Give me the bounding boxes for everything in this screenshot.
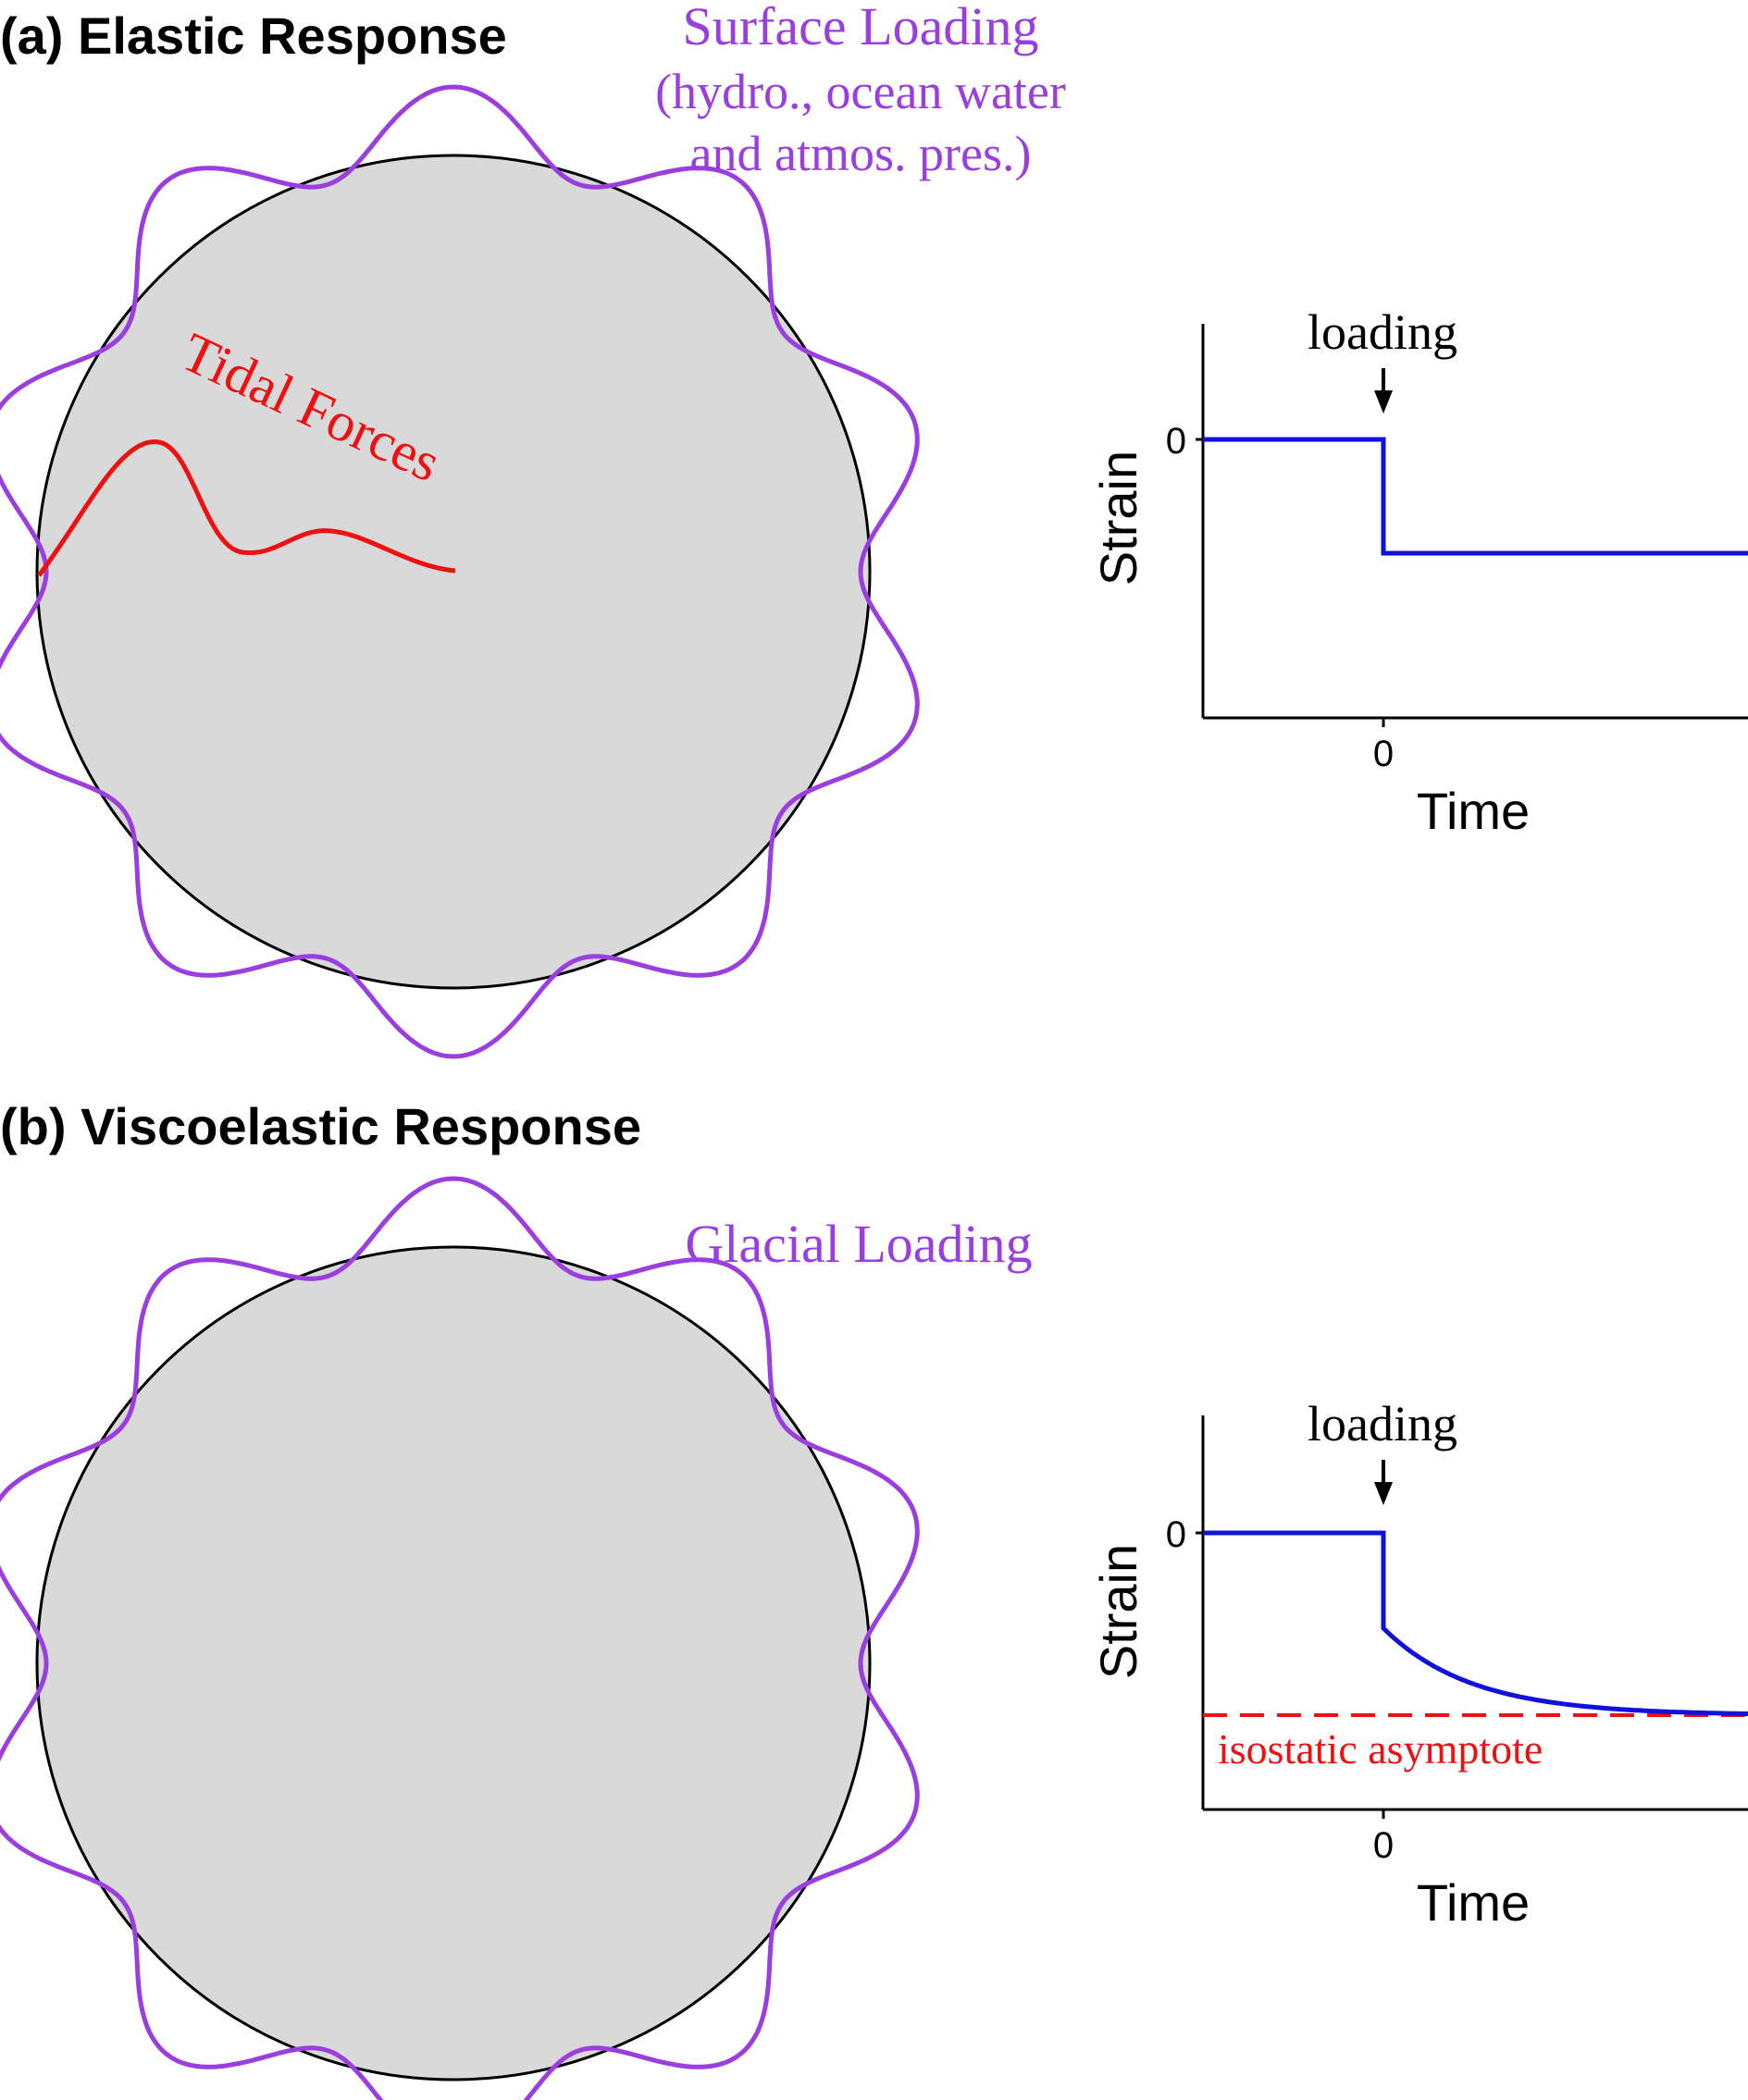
tidal-forces-curve [37,439,456,577]
graph-a-x-tick-0: 0 [1373,734,1394,774]
graph-b-strain-curve [1203,1530,1748,1716]
panel-a-title: (a) Elastic Response [0,6,507,65]
graph-a-y-label: Strain [1089,451,1147,586]
graph-b-x-label: Time [1417,1873,1530,1932]
glacial-loading-label: Glacial Loading [685,1214,1032,1274]
graph-a-loading-label: loading [1308,304,1457,360]
isostatic-asymptote-label: isostatic asymptote [1218,1725,1543,1773]
earth-circle-b [35,1245,872,2081]
panel-a: (a) Elastic Response Surface Loading (hy… [0,0,1748,1059]
graph-a-strain-curve [1203,437,1748,556]
arrow-down-icon [1374,1482,1393,1505]
panel-b: (b) Viscoelastic Response Glacial Loadin… [0,1097,1748,2100]
graph-b-loading-label: loading [1308,1396,1457,1451]
graph-b-y-label: Strain [1089,1544,1147,1679]
strain-graph-a: 0 0 Time Strain loading [1089,304,1748,840]
graph-b-y-tick-0: 0 [1166,1514,1186,1555]
glacial-loading-wave-b [0,1176,920,2100]
surface-loading-label: Surface Loading [683,0,1039,56]
surface-loading-sublabel-2: and atmos. pres.) [690,126,1032,181]
panel-b-title: (b) Viscoelastic Response [0,1097,641,1155]
surface-loading-wave-a [0,84,920,1059]
surface-loading-sublabel-1: (hydro., ocean water [655,64,1066,119]
graph-b-x-tick-0: 0 [1373,1825,1394,1866]
graph-a-y-tick-0: 0 [1166,421,1186,462]
strain-graph-b: 0 0 Time Strain loading isostatic asympt… [1089,1396,1748,1932]
graph-a-x-label: Time [1417,782,1530,840]
arrow-down-icon [1374,390,1393,414]
